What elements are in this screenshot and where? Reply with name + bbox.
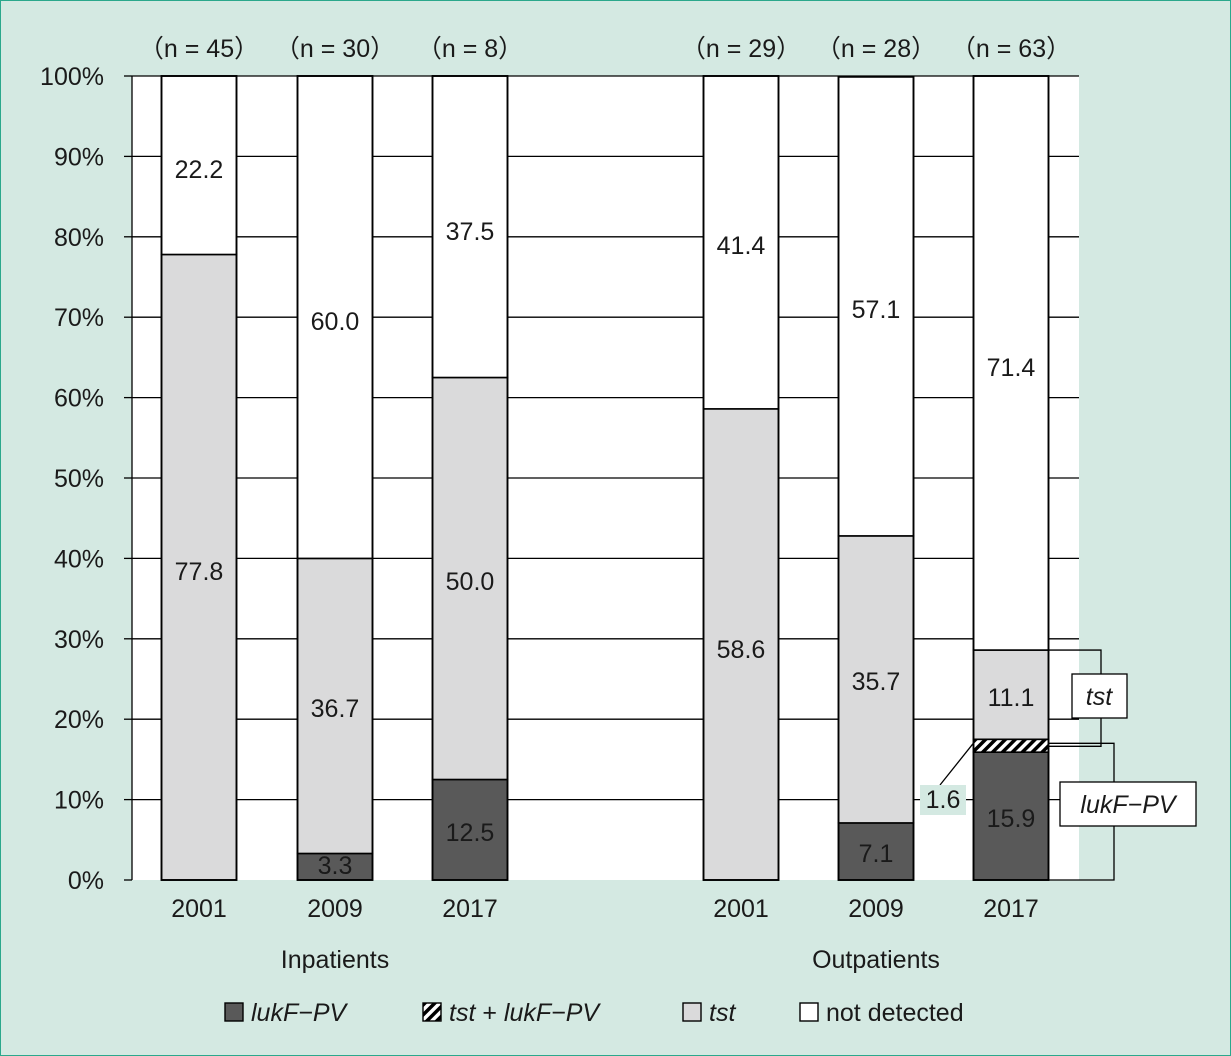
- bar-value-label: 71.4: [987, 354, 1036, 382]
- bar-segment: [972, 649, 1050, 741]
- y-tick-label: 40%: [54, 545, 104, 573]
- callouts: tst lukF−PV 1.6: [920, 649, 1197, 881]
- axes: 0% 10% 20% 30% 40% 50% 60% 70% 80% 90% 100% 2001 200…: [40, 63, 1039, 974]
- bar-outline: [160, 75, 238, 881]
- bar-value-label: 3.3: [318, 852, 353, 880]
- y-tick-label: 50%: [54, 465, 104, 493]
- bar-value-label: 11.1: [988, 684, 1035, 712]
- legend-swatch: [799, 1002, 819, 1022]
- y-tick-label: 80%: [54, 224, 104, 252]
- y-tick-label: 70%: [54, 304, 104, 332]
- bar-outline: [431, 75, 509, 881]
- bar-value-label: 35.7: [852, 668, 901, 696]
- n-label: （n = 30）: [275, 35, 395, 63]
- bar-outline: [837, 75, 915, 881]
- bar-value-label: 36.7: [311, 695, 360, 723]
- legend-swatch: [224, 1002, 244, 1022]
- bar-outline: [972, 75, 1050, 881]
- legend-label: not detected: [826, 999, 964, 1027]
- bar-value-label: 60.0: [311, 308, 360, 336]
- bar-segment: [296, 557, 374, 855]
- callout-line: [939, 738, 978, 786]
- group-label: Inpatients: [281, 946, 389, 974]
- y-tick-label: 10%: [54, 787, 104, 815]
- bar-value-label: 57.1: [852, 296, 901, 324]
- bar-segment: [972, 738, 1050, 753]
- n-label: （n = 29）: [681, 35, 801, 63]
- group-label: Outpatients: [812, 946, 940, 974]
- n-label: （n = 8）: [417, 35, 523, 63]
- bar-value-label: 41.4: [717, 232, 766, 260]
- legend: lukF−PV tst + lukF−PV tst not detected: [224, 999, 964, 1027]
- bar-value-label: 50.0: [446, 568, 495, 596]
- callout-label: lukF−PV: [1080, 791, 1178, 819]
- x-tick-label: 2009: [307, 895, 363, 923]
- bars: [160, 75, 1050, 881]
- bar-outline: [296, 75, 374, 881]
- x-tick-label: 2017: [983, 895, 1039, 923]
- bar-value-label: 77.8: [175, 558, 224, 586]
- bar-value-label: 15.9: [987, 805, 1036, 833]
- n-label: （n = 28）: [816, 35, 936, 63]
- bar-segment: [972, 751, 1050, 881]
- label-bg: [920, 785, 966, 815]
- y-tick-label: 30%: [54, 626, 104, 654]
- bar-segment: [296, 852, 374, 881]
- y-tick-label: 0%: [68, 867, 104, 895]
- bar-value-label: 58.6: [717, 636, 766, 664]
- legend-swatch: [422, 1002, 442, 1022]
- bar-value-label: 1.6: [926, 786, 961, 814]
- bar-labels: 77.8 22.2 3.3 36.7 60.0 12.5 50.0 37.5 58.6 41.4 7…: [139, 35, 1071, 880]
- bar-value-label: 37.5: [446, 218, 495, 246]
- legend-swatch: [682, 1002, 702, 1022]
- n-label: （n = 45）: [139, 35, 259, 63]
- bar-value-label: 12.5: [446, 819, 495, 847]
- x-tick-label: 2009: [848, 895, 904, 923]
- x-tick-label: 2001: [171, 895, 227, 923]
- bar-segment: [837, 822, 915, 881]
- callout-label: tst: [1086, 683, 1113, 711]
- bar-segment: [972, 75, 1050, 651]
- y-tick-label: 20%: [54, 706, 104, 734]
- bar-value-label: 7.1: [859, 840, 894, 868]
- bar-segment: [702, 75, 780, 410]
- bar-value-label: 22.2: [175, 156, 224, 184]
- callout-box: [1059, 781, 1197, 827]
- n-label: （n = 63）: [951, 35, 1071, 63]
- legend-label: tst: [709, 999, 736, 1027]
- x-tick-label: 2017: [442, 895, 498, 923]
- x-tick-label: 2001: [713, 895, 769, 923]
- legend-label: tst + lukF−PV: [449, 999, 601, 1027]
- y-tick-label: 100%: [40, 63, 104, 91]
- legend-label: lukF−PV: [251, 999, 349, 1027]
- bar-segment: [431, 778, 509, 881]
- callout-box: [1071, 673, 1128, 719]
- y-tick-label: 60%: [54, 385, 104, 413]
- bar-segment: [837, 76, 915, 537]
- bar-outline: [702, 75, 780, 881]
- y-tick-label: 90%: [54, 143, 104, 171]
